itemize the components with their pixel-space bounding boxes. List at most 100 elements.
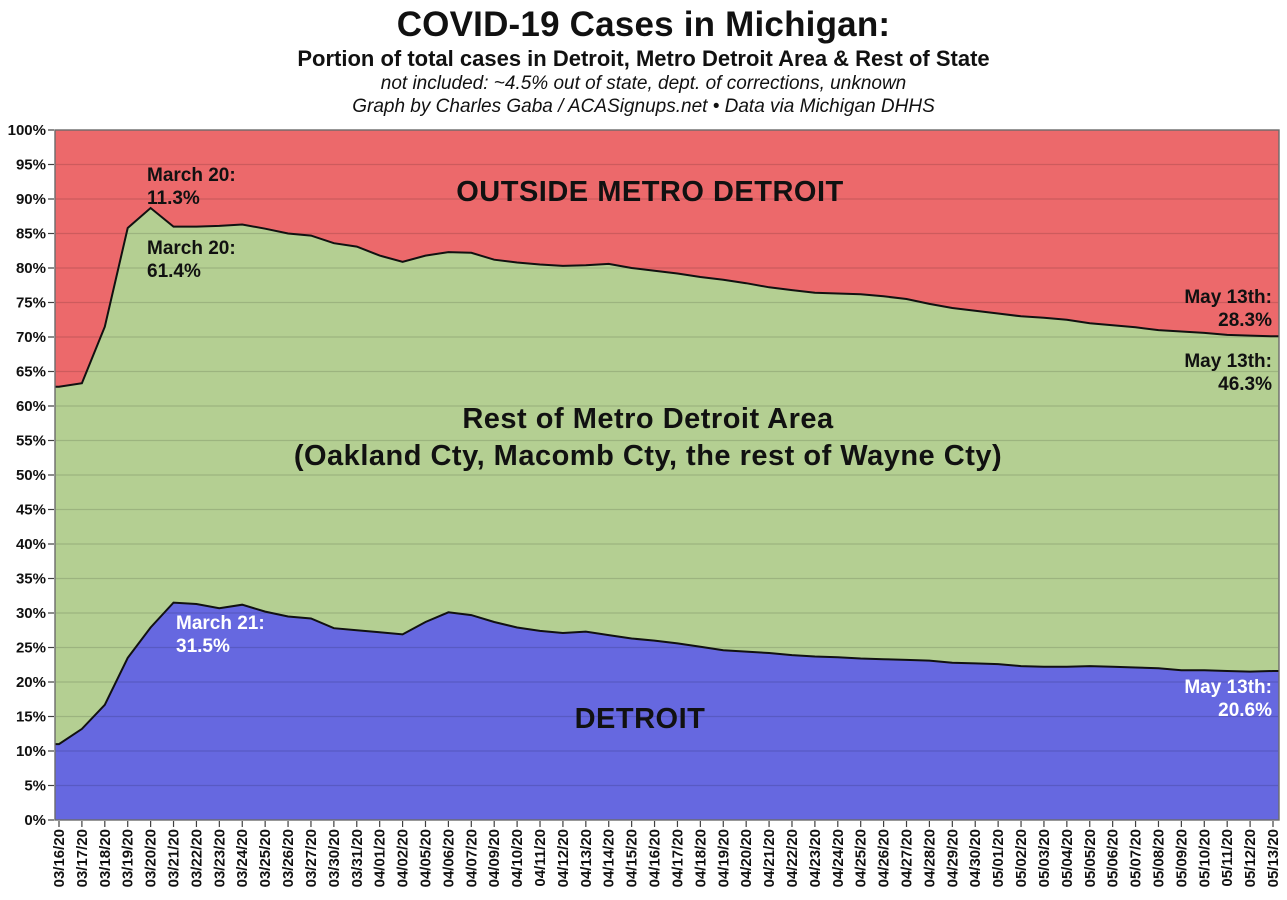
series-label-detroit: DETROIT — [574, 703, 706, 735]
area-outside-metro — [55, 130, 1279, 387]
series-label-line: (Oakland Cty, Macomb Cty, the rest of Wa… — [293, 440, 1003, 472]
x-axis-label: 03/18/20 — [97, 829, 114, 887]
chart-note: not included: ~4.5% out of state, dept. … — [380, 73, 907, 94]
x-axis-label: 04/21/20 — [761, 829, 778, 887]
series-label-rest-of-metro: Rest of Metro Detroit Area (Oakland Cty,… — [225, 401, 1071, 475]
x-axis-label: 04/18/20 — [692, 829, 709, 887]
x-axis-label: 05/03/20 — [1036, 829, 1053, 887]
x-axis-label: 05/11/20 — [1219, 829, 1236, 887]
annotation-line: May 13th: — [1184, 677, 1272, 698]
series-label-outside-metro-detroit: OUTSIDE METRO DETROIT — [456, 176, 844, 208]
x-axis-label: 04/24/20 — [830, 829, 847, 887]
y-axis-label: 20% — [16, 674, 46, 691]
x-axis-label: 03/16/20 — [51, 829, 68, 887]
annotation-line: 20.6% — [1218, 700, 1272, 721]
y-axis-label: 80% — [16, 260, 46, 277]
x-axis-label: 05/12/20 — [1242, 829, 1259, 887]
y-axis-label: 15% — [16, 709, 46, 726]
x-axis-label: 05/10/20 — [1196, 829, 1213, 887]
x-axis-label: 04/25/20 — [853, 829, 870, 887]
x-axis-label: 03/26/20 — [280, 829, 297, 887]
x-axis-label: 04/28/20 — [921, 829, 938, 887]
y-axis-label: 0% — [24, 812, 46, 829]
y-axis-label: 25% — [16, 640, 46, 657]
x-axis-label: 04/26/20 — [876, 829, 893, 887]
y-axis-label: 50% — [16, 467, 46, 484]
annotation-may13-outside: May 13th: 28.3% — [1184, 286, 1272, 332]
x-axis-label: 03/31/20 — [349, 829, 366, 887]
annotation-line: March 20: — [147, 238, 236, 259]
x-axis-label: 03/19/20 — [120, 829, 137, 887]
annotation-line: 11.3% — [147, 188, 200, 209]
x-axis-label: 04/19/20 — [715, 829, 732, 887]
x-axis-label: 04/11/20 — [532, 829, 549, 887]
annotation-line: 28.3% — [1218, 310, 1272, 331]
y-axis-label: 35% — [16, 571, 46, 588]
y-axis-label: 40% — [16, 536, 46, 553]
metro-boundary-line — [55, 206, 1279, 388]
y-axis-label: 10% — [16, 743, 46, 760]
x-axis-label: 04/06/20 — [440, 829, 457, 887]
x-axis-label: 04/17/20 — [670, 829, 687, 887]
x-axis-label: 04/09/20 — [486, 829, 503, 887]
y-axis-label: 5% — [24, 778, 46, 795]
y-axis-label: 75% — [16, 295, 46, 312]
chart-credit: Graph by Charles Gaba / ACASignups.net •… — [352, 96, 935, 117]
x-axis-label: 05/02/20 — [1013, 829, 1030, 887]
x-axis-label: 04/13/20 — [578, 829, 595, 887]
annotation-line: March 20: — [147, 165, 236, 186]
x-axis-label: 04/27/20 — [899, 829, 916, 887]
y-axis-label: 100% — [8, 122, 46, 139]
x-axis-label: 04/30/20 — [967, 829, 984, 887]
x-axis-label: 03/25/20 — [257, 829, 274, 887]
x-axis-label: 04/01/20 — [372, 829, 389, 887]
annotation-line: 46.3% — [1218, 374, 1272, 395]
chart-title: COVID-19 Cases in Michigan: — [396, 5, 891, 44]
y-axis-label: 30% — [16, 605, 46, 622]
annotation-march21-detroit: March 21: 31.5% — [176, 612, 265, 658]
y-axis-label: 55% — [16, 433, 46, 450]
annotation-line: May 13th: — [1184, 351, 1272, 372]
x-axis-label: 03/22/20 — [188, 829, 205, 887]
y-axis-label: 65% — [16, 364, 46, 381]
x-axis-label: 05/09/20 — [1173, 829, 1190, 887]
x-axis-label: 04/16/20 — [647, 829, 664, 887]
x-axis-label: 04/29/20 — [944, 829, 961, 887]
x-axis-label: 05/13/20 — [1265, 829, 1282, 887]
x-axis-label: 04/02/20 — [395, 829, 412, 887]
x-axis-label: 04/05/20 — [418, 829, 435, 887]
annotation-march20-outside: March 20: 11.3% — [147, 164, 236, 210]
x-axis-label: 03/30/20 — [326, 829, 343, 887]
y-axis-label: 45% — [16, 502, 46, 519]
x-axis-label: 05/04/20 — [1059, 829, 1076, 887]
y-axis-label: 70% — [16, 329, 46, 346]
x-axis-label: 04/14/20 — [601, 829, 618, 887]
annotation-line: 31.5% — [176, 636, 230, 657]
x-axis-label: 04/23/20 — [807, 829, 824, 887]
x-axis-label: 05/01/20 — [990, 829, 1007, 887]
detroit-boundary-line — [55, 601, 1279, 746]
x-axis-label: 04/07/20 — [463, 829, 480, 887]
x-axis-label: 04/15/20 — [624, 829, 641, 887]
annotation-line: 61.4% — [147, 261, 201, 282]
x-axis-label: 03/24/20 — [234, 829, 251, 887]
y-axis-label: 85% — [16, 226, 46, 243]
series-label-line: Rest of Metro Detroit Area — [462, 403, 834, 435]
annotation-march20-metro: March 20: 61.4% — [147, 237, 236, 283]
x-axis-label: 05/07/20 — [1128, 829, 1145, 887]
annotation-may13-metro: May 13th: 46.3% — [1184, 350, 1272, 396]
x-axis-label: 05/08/20 — [1151, 829, 1168, 887]
area-rest-of-metro — [55, 208, 1279, 745]
x-axis-label: 03/20/20 — [143, 829, 160, 887]
annotation-may13-detroit: May 13th: 20.6% — [1184, 676, 1272, 722]
chart-subtitle: Portion of total cases in Detroit, Metro… — [297, 46, 990, 71]
x-axis-label: 04/10/20 — [509, 829, 526, 887]
x-axis-label: 04/20/20 — [738, 829, 755, 887]
annotation-line: March 21: — [176, 613, 265, 634]
plot-border — [54, 129, 1280, 821]
y-axis-label: 60% — [16, 398, 46, 415]
annotation-line: May 13th: — [1184, 287, 1272, 308]
x-axis-label: 05/06/20 — [1105, 829, 1122, 887]
